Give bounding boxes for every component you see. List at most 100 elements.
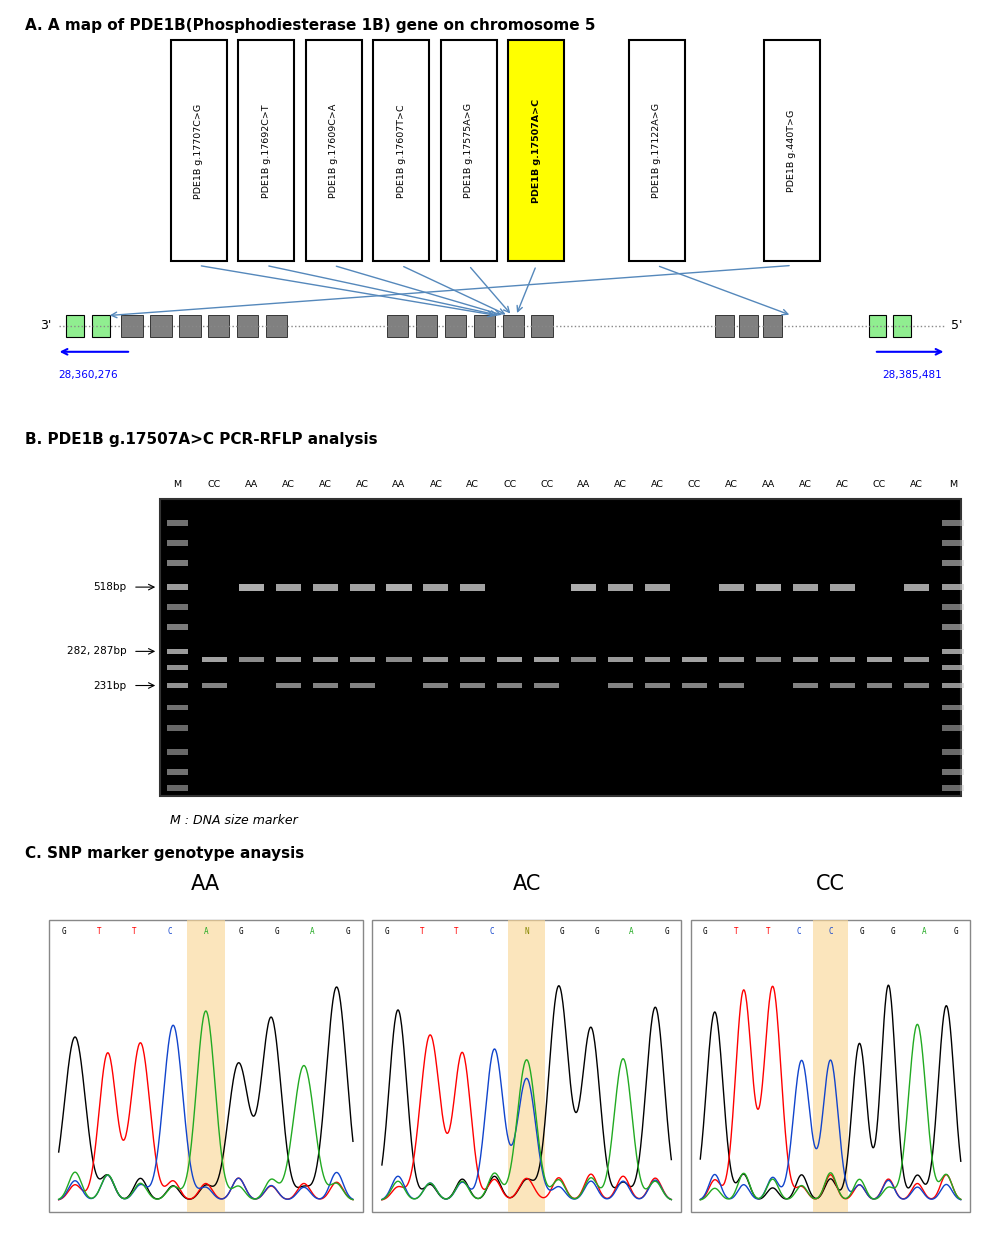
Text: PDE1B g.440T>G: PDE1B g.440T>G bbox=[788, 110, 796, 192]
Bar bbox=[645, 656, 670, 662]
Bar bbox=[571, 656, 596, 662]
Bar bbox=[387, 315, 408, 336]
Text: C. SNP marker genotype anaysis: C. SNP marker genotype anaysis bbox=[25, 847, 305, 861]
Text: G: G bbox=[702, 927, 708, 936]
Text: G: G bbox=[594, 927, 599, 936]
Bar bbox=[187, 920, 225, 1213]
Bar bbox=[571, 583, 596, 591]
Bar bbox=[756, 656, 781, 662]
Text: C: C bbox=[797, 927, 802, 936]
Bar bbox=[943, 682, 964, 688]
Text: PDE1B g.17122A>G: PDE1B g.17122A>G bbox=[652, 104, 661, 199]
Bar bbox=[719, 684, 744, 688]
Text: A. A map of PDE1B(Phosphodiesterase 1B) gene on chromosome 5: A. A map of PDE1B(Phosphodiesterase 1B) … bbox=[25, 19, 595, 33]
Bar bbox=[608, 583, 633, 591]
Text: C: C bbox=[168, 927, 173, 936]
Text: AC: AC bbox=[910, 480, 923, 488]
Text: PDE1B g.17507A>C: PDE1B g.17507A>C bbox=[532, 99, 541, 203]
Bar bbox=[535, 684, 560, 688]
Text: CC: CC bbox=[540, 480, 554, 488]
Bar bbox=[943, 785, 964, 791]
Bar bbox=[266, 315, 287, 336]
Text: AC: AC bbox=[614, 480, 627, 488]
Text: A: A bbox=[629, 927, 634, 936]
Bar bbox=[350, 684, 375, 688]
Bar bbox=[830, 684, 855, 688]
Bar bbox=[893, 315, 911, 336]
Text: 3': 3' bbox=[40, 319, 52, 332]
Bar bbox=[608, 656, 633, 662]
Bar bbox=[830, 656, 855, 662]
Bar bbox=[167, 749, 188, 755]
Text: CC: CC bbox=[816, 874, 845, 894]
Text: AC: AC bbox=[651, 480, 664, 488]
Text: G: G bbox=[239, 927, 244, 936]
Bar bbox=[313, 684, 338, 688]
Text: PDE1B g.17607T>C: PDE1B g.17607T>C bbox=[397, 104, 406, 198]
Text: A: A bbox=[203, 927, 208, 936]
Text: PDE1B g.17575A>G: PDE1B g.17575A>G bbox=[464, 104, 473, 199]
Text: AA: AA bbox=[244, 480, 258, 488]
Bar bbox=[423, 583, 448, 591]
Bar bbox=[943, 705, 964, 711]
Bar bbox=[869, 315, 886, 336]
Text: M : DNA size marker: M : DNA size marker bbox=[170, 815, 297, 827]
Bar bbox=[167, 682, 188, 688]
Text: AA: AA bbox=[392, 480, 406, 488]
Bar bbox=[416, 315, 437, 336]
Bar bbox=[387, 656, 411, 662]
Bar bbox=[943, 560, 964, 566]
Bar bbox=[764, 41, 820, 261]
Bar bbox=[313, 656, 338, 662]
Bar bbox=[460, 656, 485, 662]
Text: AA: AA bbox=[762, 480, 775, 488]
Bar bbox=[238, 41, 294, 261]
Text: 28,360,276: 28,360,276 bbox=[58, 370, 118, 379]
Bar bbox=[167, 520, 188, 525]
Text: T: T bbox=[419, 927, 424, 936]
Bar bbox=[237, 315, 258, 336]
Bar bbox=[441, 41, 496, 261]
Text: T: T bbox=[734, 927, 739, 936]
Bar bbox=[793, 684, 818, 688]
Bar bbox=[943, 649, 964, 654]
Bar bbox=[866, 656, 891, 662]
Bar bbox=[66, 315, 83, 336]
Bar bbox=[813, 920, 847, 1213]
Text: A: A bbox=[311, 927, 315, 936]
Bar bbox=[275, 684, 300, 688]
Bar bbox=[423, 656, 448, 662]
Bar bbox=[793, 656, 818, 662]
Bar bbox=[202, 684, 227, 688]
Bar bbox=[690, 920, 971, 1213]
Text: T: T bbox=[133, 927, 137, 936]
Bar bbox=[167, 540, 188, 546]
Bar bbox=[372, 920, 681, 1213]
Bar bbox=[645, 684, 670, 688]
Bar bbox=[497, 684, 523, 688]
Bar bbox=[167, 785, 188, 791]
Text: CC: CC bbox=[687, 480, 701, 488]
Bar bbox=[444, 315, 466, 336]
Bar bbox=[943, 520, 964, 525]
Text: B. PDE1B g.17507A>C PCR-RFLP analysis: B. PDE1B g.17507A>C PCR-RFLP analysis bbox=[25, 433, 378, 447]
Text: G: G bbox=[559, 927, 564, 936]
Bar bbox=[306, 41, 362, 261]
Text: N: N bbox=[525, 927, 529, 936]
Bar bbox=[793, 583, 818, 591]
Bar bbox=[208, 315, 229, 336]
Text: AC: AC bbox=[319, 480, 332, 488]
Text: PDE1B g.17692C>T: PDE1B g.17692C>T bbox=[261, 104, 270, 198]
Bar bbox=[460, 583, 485, 591]
Bar bbox=[719, 583, 744, 591]
Text: AA: AA bbox=[191, 874, 220, 894]
Text: PDE1B g.17609C>A: PDE1B g.17609C>A bbox=[330, 104, 338, 198]
Text: T: T bbox=[766, 927, 770, 936]
Text: G: G bbox=[859, 927, 864, 936]
Bar bbox=[167, 585, 188, 590]
Bar bbox=[167, 724, 188, 730]
Bar bbox=[629, 41, 684, 261]
Bar bbox=[167, 649, 188, 654]
Bar bbox=[535, 656, 560, 662]
Bar bbox=[171, 41, 226, 261]
